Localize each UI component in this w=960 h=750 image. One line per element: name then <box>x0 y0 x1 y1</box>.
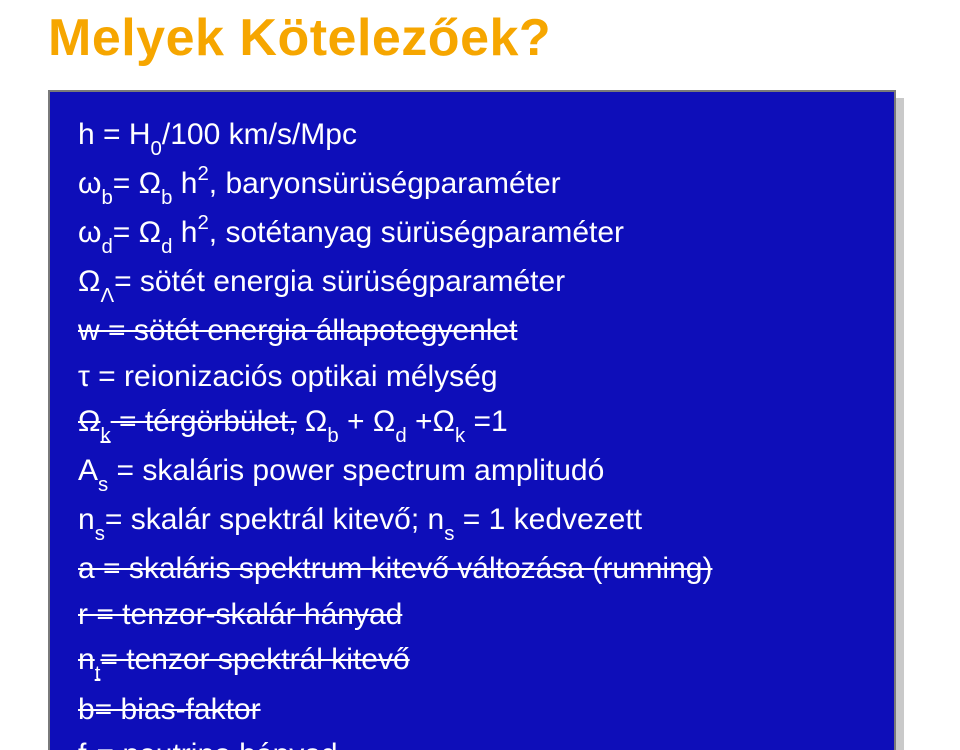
slide: Melyek Kötelezőek? h = H0/100 km/s/Mpcωb… <box>0 0 960 750</box>
content-line: ns= skalár spektrál kitevő; ns = 1 kedve… <box>78 497 866 546</box>
content-line: As = skaláris power spectrum amplitudó <box>78 448 866 497</box>
content-line: τ = reionizaciós optikai mélység <box>78 354 866 400</box>
content-line: h = H0/100 km/s/Mpc <box>78 112 866 161</box>
content-line: Ωk = térgörbület, Ωb + Ωd +Ωk =1 <box>78 399 866 448</box>
content-line: r = tenzor-skalár hányad <box>78 592 866 638</box>
content-box: h = H0/100 km/s/Mpcωb= Ωb h2, baryonsürü… <box>48 90 896 750</box>
content-line: ωd= Ωd h2, sotétanyag sürüségparaméter <box>78 210 866 259</box>
content-line: ΩΛ= sötét energia sürüségparaméter <box>78 259 866 308</box>
content-line: ωb= Ωb h2, baryonsürüségparaméter <box>78 161 866 210</box>
content-line: b= bias-faktor <box>78 687 866 733</box>
content-line: a = skaláris spektrum kitevő változása (… <box>78 546 866 592</box>
slide-title: Melyek Kötelezőek? <box>48 8 551 68</box>
content-line: fν= neutrino hányad <box>78 732 866 750</box>
content-line: nt= tenzor spektrál kitevő <box>78 637 866 686</box>
content-lines: h = H0/100 km/s/Mpcωb= Ωb h2, baryonsürü… <box>50 92 894 750</box>
content-line: w = sötét energia állapotegyenlet <box>78 308 866 354</box>
